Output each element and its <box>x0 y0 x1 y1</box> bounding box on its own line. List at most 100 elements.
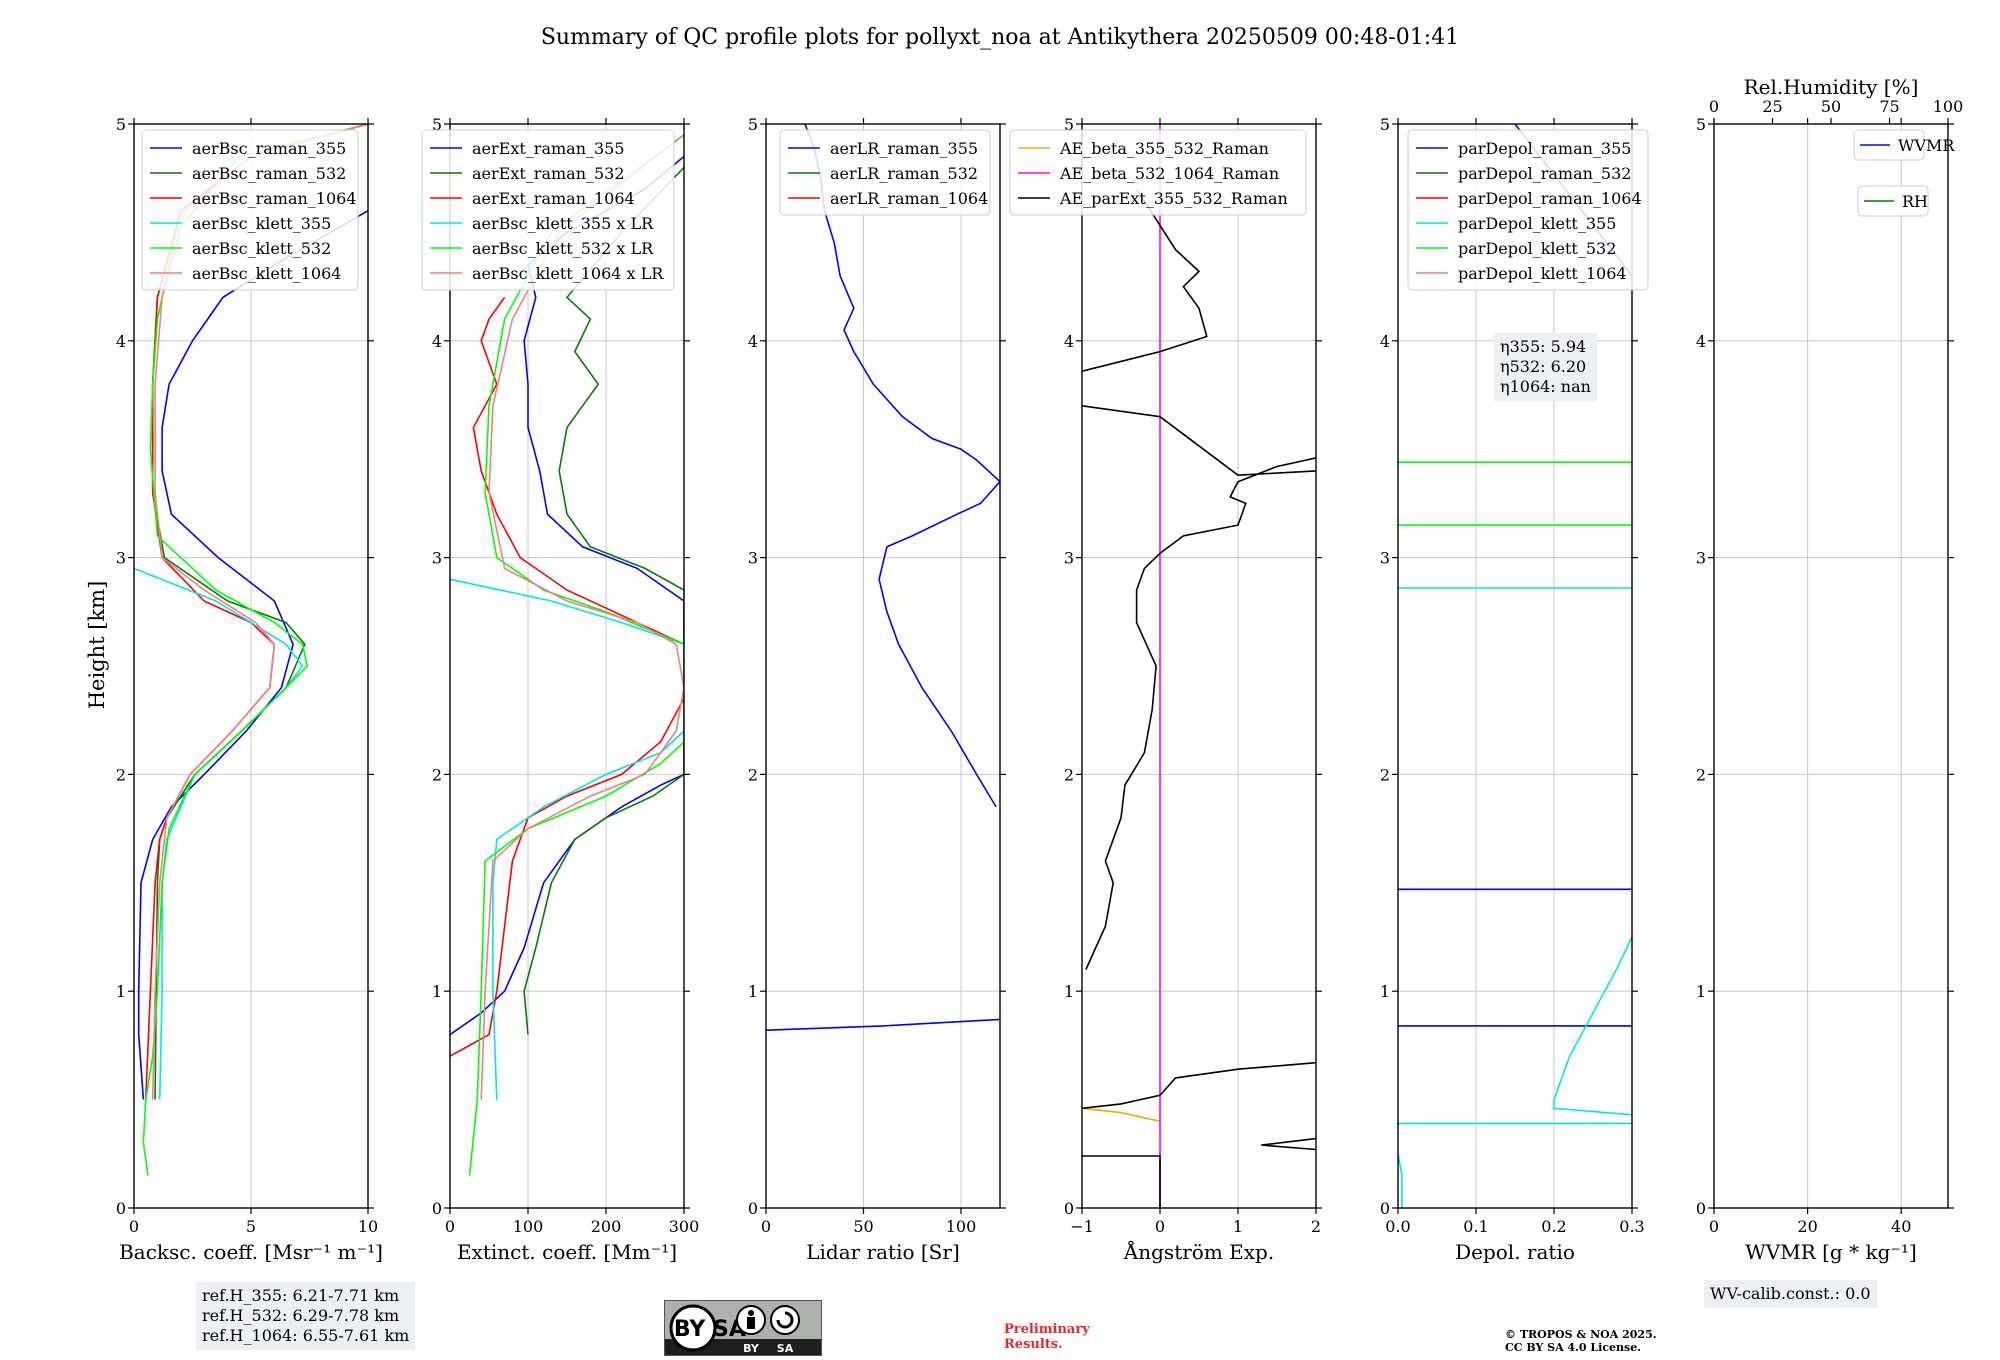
copyright-line-1: © TROPOS & NOA 2025. <box>1505 1328 1657 1341</box>
legend-label-aerBsc_klett_355: aerBsc_klett_355 <box>192 214 331 233</box>
axes-frame <box>765 123 1001 1209</box>
y-tick-label: 2 <box>1380 765 1390 784</box>
x-tick-label: 100 <box>513 1217 544 1236</box>
y-tick-label: 0 <box>116 1199 126 1218</box>
legend-label-parDepol_klett_532: parDepol_klett_532 <box>1458 239 1616 258</box>
y-tick-label: 4 <box>1064 332 1074 351</box>
axes-frame <box>1397 123 1633 1209</box>
legend-label-AE_parExt_355_532_Raman: AE_parExt_355_532_Raman <box>1059 189 1288 208</box>
x-axis-label: Depol. ratio <box>1455 1240 1575 1264</box>
x-tick-label: 0.1 <box>1463 1217 1488 1236</box>
ref-height-1064: ref.H_1064: 6.55-7.61 km <box>202 1326 410 1345</box>
panel-6: 0 20 40 0 1 2 3 4 5 WVMR [g * kg⁻¹] 0 25 50 75 100 Rel.… <box>1696 75 1963 1264</box>
legend-label-aerExt_raman_355: aerExt_raman_355 <box>472 139 625 158</box>
legend-entry-RH: RH <box>1857 185 1929 217</box>
top-tick-label: 75 <box>1879 97 1899 116</box>
y-tick-label: 3 <box>432 549 442 568</box>
eta-1064: η1064: nan <box>1500 377 1591 396</box>
series-line-parDepol_klett_355 <box>1398 587 1632 1208</box>
y-tick-label: 5 <box>1064 115 1074 134</box>
svg-text:SA: SA <box>777 1342 794 1355</box>
legend-label: WVMR <box>1898 136 1955 155</box>
series-line-parDepol_klett_532 <box>1398 461 1632 526</box>
y-tick-label: 0 <box>1064 1199 1074 1218</box>
wv-calib-box: WV-calib.const.: 0.0 <box>1704 1280 1877 1308</box>
series-line-aerBsc_klett_532 x LR <box>468 134 684 1176</box>
y-tick-label: 0 <box>1380 1199 1390 1218</box>
series-line-aerBsc_klett_355 x LR <box>450 578 684 1100</box>
legend-label-aerBsc_klett_1064 x LR: aerBsc_klett_1064 x LR <box>472 264 664 283</box>
copyright-line-2: CC BY SA 4.0 License. <box>1505 1341 1642 1354</box>
eta-532: η532: 6.20 <box>1500 357 1587 376</box>
x-tick-label: 0 <box>1709 1217 1719 1236</box>
y-tick-label: 2 <box>748 765 758 784</box>
legend-box <box>141 129 359 291</box>
ref-height-355: ref.H_355: 6.21-7.71 km <box>202 1286 400 1305</box>
reference-height-box: ref.H_355: 6.21-7.71 km ref.H_532: 6.29-… <box>196 1282 416 1350</box>
preliminary-note: Preliminary Results. <box>1004 1322 1090 1352</box>
y-tick-label: 5 <box>116 115 126 134</box>
y-tick-label: 3 <box>748 549 758 568</box>
y-tick-label: 3 <box>1696 549 1706 568</box>
x-tick-label: 5 <box>246 1217 256 1236</box>
eta-box: η355: 5.94 η532: 6.20 η1064: nan <box>1494 333 1597 401</box>
y-tick-label: 1 <box>748 982 758 1001</box>
legend-label-parDepol_klett_1064: parDepol_klett_1064 <box>1458 264 1627 283</box>
x-tick-label: 10 <box>358 1217 378 1236</box>
legend-box <box>1407 129 1649 291</box>
axes-frame <box>1081 123 1317 1209</box>
svg-text:BY: BY <box>743 1342 760 1355</box>
legend-label-aerExt_raman_1064: aerExt_raman_1064 <box>472 189 635 208</box>
series-line-AE_parExt_355_532_Raman <box>1082 188 1316 1208</box>
series-line-aerExt_raman_1064 <box>450 296 684 1057</box>
y-tick-label: 0 <box>432 1199 442 1218</box>
y-tick-label: 1 <box>116 982 126 1001</box>
legend-label-aerBsc_raman_355: aerBsc_raman_355 <box>192 139 346 158</box>
x-tick-label: 100 <box>946 1217 977 1236</box>
copyright-note: © TROPOS & NOA 2025. CC BY SA 4.0 Licens… <box>1505 1328 1657 1354</box>
legend-label-parDepol_raman_355: parDepol_raman_355 <box>1458 139 1631 158</box>
series-line-aerBsc_klett_1064 x LR <box>480 134 684 1100</box>
x-tick-label: 300 <box>669 1217 700 1236</box>
legend-label-aerBsc_raman_1064: aerBsc_raman_1064 <box>192 189 357 208</box>
y-tick-label: 4 <box>748 332 758 351</box>
series-line-aerBsc_klett_355 <box>134 567 304 1100</box>
y-tick-label: 2 <box>1064 765 1074 784</box>
preliminary-line-2: Results. <box>1004 1337 1063 1352</box>
legend-label-aerLR_raman_1064: aerLR_raman_1064 <box>830 189 988 208</box>
legend-label-aerBsc_raman_532: aerBsc_raman_532 <box>192 164 346 183</box>
legend-label-aerLR_raman_532: aerLR_raman_532 <box>830 164 978 183</box>
y-tick-label: 1 <box>1064 982 1074 1001</box>
panel-5: 0.0 0.1 0.2 0.3 0 1 2 3 4 5 Depol. ratio parDepol_r… <box>1380 115 1649 1264</box>
series-group <box>766 124 1000 1031</box>
legend-label-aerBsc_klett_355 x LR: aerBsc_klett_355 x LR <box>472 214 654 233</box>
legend-entry-WVMR: WVMR <box>1853 129 1955 161</box>
x-axis-label: Ångström Exp. <box>1123 1239 1274 1264</box>
x-tick-label: 2 <box>1311 1217 1321 1236</box>
panel-2: 0 100 200 300 0 1 2 3 4 5 Extinct. coeff. [Mm⁻¹] ae… <box>421 115 700 1264</box>
y-tick-label: 4 <box>1380 332 1390 351</box>
x-tick-label: 0.3 <box>1619 1217 1644 1236</box>
y-tick-label: 2 <box>116 765 126 784</box>
y-tick-label: 4 <box>1696 332 1706 351</box>
y-tick-label: 3 <box>116 549 126 568</box>
cc-license-badge: cc BY SA BY SA <box>640 1300 822 1356</box>
top-tick-label: 50 <box>1821 97 1841 116</box>
legend-label-parDepol_klett_355: parDepol_klett_355 <box>1458 214 1616 233</box>
y-tick-label: 5 <box>1380 115 1390 134</box>
legend-label-aerExt_raman_532: aerExt_raman_532 <box>472 164 625 183</box>
legend-label-parDepol_raman_532: parDepol_raman_532 <box>1458 164 1631 183</box>
x-tick-label: 0 <box>445 1217 455 1236</box>
legend-label-aerBsc_klett_532 x LR: aerBsc_klett_532 x LR <box>472 239 654 258</box>
series-line-aerLR_raman_355 <box>766 124 1000 1031</box>
x-tick-label: 1 <box>1233 1217 1243 1236</box>
legend-label-aerLR_raman_355: aerLR_raman_355 <box>830 139 978 158</box>
y-tick-label: 3 <box>1380 549 1390 568</box>
x-axis-label: WVMR [g * kg⁻¹] <box>1745 1240 1917 1264</box>
y-tick-label: 5 <box>1696 115 1706 134</box>
x-tick-label: 50 <box>853 1217 873 1236</box>
y-tick-label: 0 <box>1696 1199 1706 1218</box>
